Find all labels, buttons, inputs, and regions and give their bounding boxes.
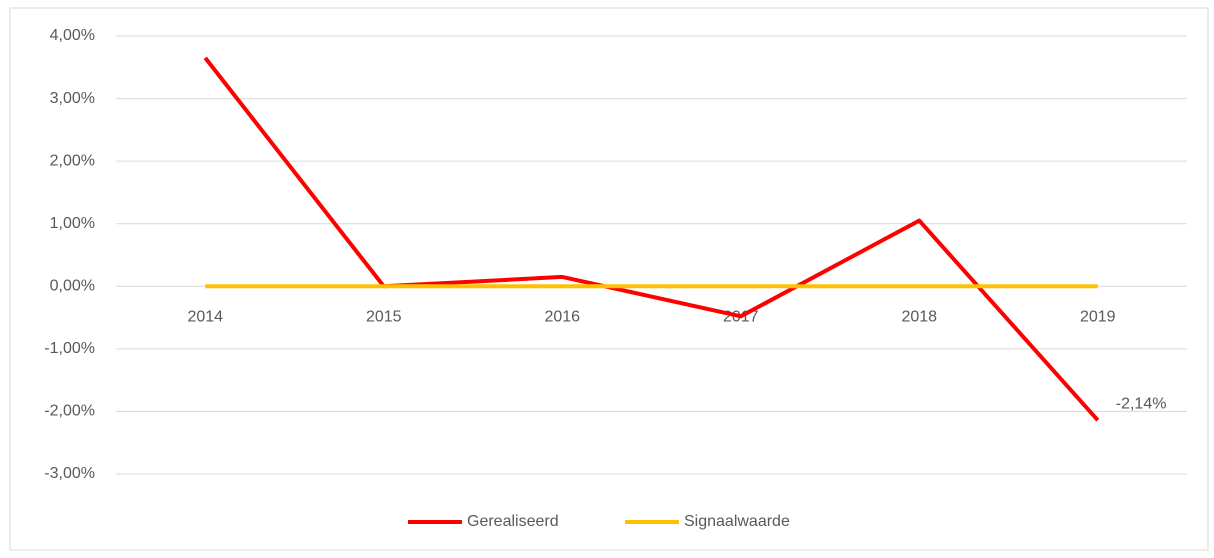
y-tick-label: 3,00% — [50, 90, 95, 107]
x-tick-label: 2015 — [366, 309, 402, 326]
y-tick-label: -3,00% — [44, 465, 95, 482]
x-tick-label: 2018 — [901, 309, 937, 326]
y-tick-label: 4,00% — [50, 27, 95, 44]
data-label: -2,14% — [1116, 395, 1167, 412]
chart-frame — [9, 7, 1209, 551]
legend-label: Signaalwaarde — [684, 513, 790, 530]
y-tick-label: -2,00% — [44, 403, 95, 420]
y-tick-label: -1,00% — [44, 340, 95, 357]
x-tick-label: 2019 — [1080, 309, 1116, 326]
x-tick-label: 2016 — [544, 309, 580, 326]
x-tick-label: 2014 — [187, 309, 223, 326]
y-tick-label: 1,00% — [50, 215, 95, 232]
y-tick-label: 0,00% — [50, 278, 95, 295]
y-tick-label: 2,00% — [50, 152, 95, 169]
series-line — [203, 56, 1100, 422]
legend-label: Gerealiseerd — [467, 513, 559, 530]
